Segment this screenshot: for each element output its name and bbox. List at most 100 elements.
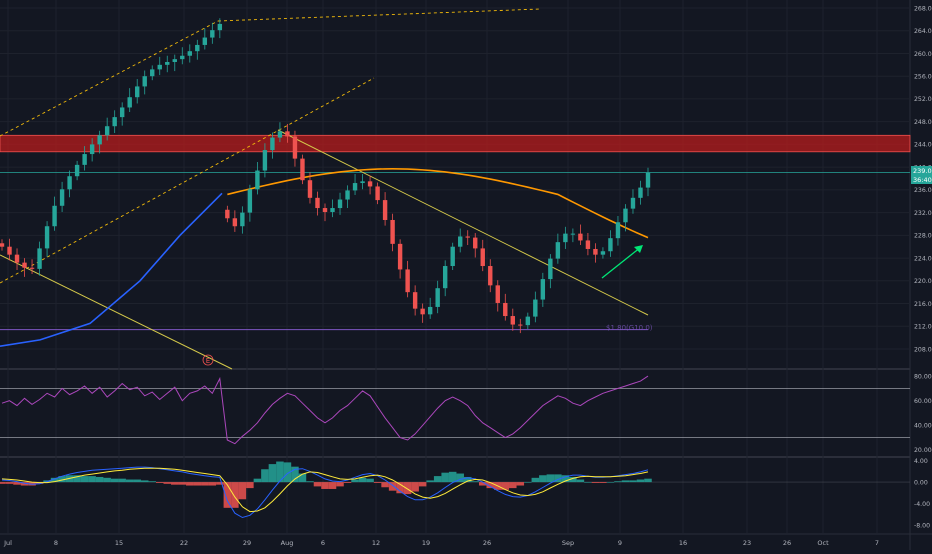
candle-body[interactable] (360, 181, 365, 184)
price-axis[interactable]: 268.00 264.00 260.00 256.00 252.00 248.00 244.… (914, 5, 932, 353)
macd-signal-line[interactable] (1, 467, 649, 513)
candle-body[interactable] (210, 30, 215, 38)
macd-pane[interactable] (0, 461, 910, 519)
candle-body[interactable] (427, 306, 433, 315)
macd-line[interactable] (1, 466, 649, 519)
channel-upper-line-1[interactable] (0, 20, 219, 137)
candle-body[interactable] (450, 246, 455, 267)
candle-body[interactable] (172, 59, 177, 62)
candle-body[interactable] (345, 190, 350, 200)
candle-body[interactable] (127, 97, 132, 108)
candle-body[interactable] (638, 187, 643, 198)
candle-body[interactable] (187, 51, 192, 56)
candle-body[interactable] (255, 170, 260, 190)
candle-body[interactable] (300, 158, 305, 181)
candle-body[interactable] (202, 37, 208, 45)
candle-body[interactable] (165, 61, 170, 65)
candle-body[interactable] (262, 150, 268, 171)
candle-body[interactable] (585, 240, 591, 249)
rsi-axis[interactable]: 80.00 60.00 40.00 20.00 (914, 373, 932, 454)
rsi-line[interactable] (1, 375, 649, 445)
candle-body[interactable] (82, 154, 87, 165)
candle-body[interactable] (435, 288, 440, 307)
candle-body[interactable] (420, 308, 425, 315)
candle-body[interactable] (142, 76, 147, 87)
candle-body[interactable] (563, 233, 568, 243)
candle-body[interactable] (217, 23, 223, 31)
candle-body[interactable] (135, 86, 140, 98)
candle-body[interactable] (623, 208, 628, 223)
candle-body[interactable] (112, 117, 117, 127)
candle-body[interactable] (630, 197, 636, 209)
candle-body[interactable] (52, 205, 57, 227)
candle-body[interactable] (465, 236, 470, 238)
candle-body[interactable] (7, 246, 12, 255)
candle-body[interactable] (232, 218, 238, 227)
candle-body[interactable] (22, 262, 27, 268)
candle-body[interactable] (533, 299, 538, 317)
candle-body[interactable] (277, 131, 283, 138)
event-marker[interactable]: E (202, 354, 214, 366)
candle-body[interactable] (525, 316, 531, 326)
candle-body[interactable] (195, 44, 200, 52)
descending-trendline[interactable] (277, 129, 649, 316)
candle-body[interactable] (578, 233, 583, 241)
candle-body[interactable] (503, 302, 508, 317)
candle-body[interactable] (593, 248, 598, 255)
candle-body[interactable] (247, 189, 253, 213)
candle-body[interactable] (97, 135, 102, 145)
candle-body[interactable] (74, 164, 80, 177)
candle-body[interactable] (157, 64, 162, 70)
candle-body[interactable] (412, 292, 418, 309)
candle-body[interactable] (548, 258, 553, 280)
candle-body[interactable] (292, 136, 298, 159)
candle-body[interactable] (645, 172, 651, 188)
candle-body[interactable] (540, 279, 546, 300)
candle-body[interactable] (29, 267, 35, 269)
candle-body[interactable] (600, 251, 606, 255)
candle-body[interactable] (397, 243, 403, 270)
candle-body[interactable] (352, 183, 358, 191)
lower-trendline[interactable] (0, 254, 233, 370)
candle-body[interactable] (59, 189, 65, 206)
candle-body[interactable] (473, 237, 478, 249)
candle-body[interactable] (270, 137, 275, 151)
candle-body[interactable] (225, 209, 230, 219)
candle-body[interactable] (150, 69, 155, 77)
candle-body[interactable] (367, 181, 373, 187)
candle-body[interactable] (495, 285, 500, 303)
candle-body[interactable] (382, 200, 388, 220)
candle-body[interactable] (37, 248, 42, 269)
candle-body[interactable] (240, 212, 245, 227)
candle-body[interactable] (89, 144, 95, 155)
candle-body[interactable] (518, 324, 523, 326)
candle-body[interactable] (442, 266, 448, 289)
candle-body[interactable] (390, 219, 395, 244)
candle-body[interactable] (104, 126, 110, 136)
candle-body[interactable] (307, 180, 313, 198)
candle-body[interactable] (458, 236, 463, 247)
candle-body[interactable] (337, 199, 343, 209)
resistance-zone[interactable] (0, 134, 911, 153)
channel-lower-line[interactable] (0, 77, 375, 284)
up-arrow-annotation[interactable] (601, 245, 643, 279)
drawing-objects[interactable]: $1.80(G10.0) (0, 8, 911, 370)
candle-body[interactable] (322, 208, 328, 213)
candle-body[interactable] (555, 242, 561, 259)
candle-body[interactable] (315, 197, 320, 209)
candle-body[interactable] (180, 55, 185, 60)
time-axis[interactable]: Jul 8 15 22 29 Aug 6 12 19 26 Sep 9 16 23 26 Oct 7 (3, 539, 879, 547)
candle-body[interactable] (285, 131, 290, 137)
candle-body[interactable] (0, 243, 5, 247)
candle-body[interactable] (14, 254, 20, 263)
candle-body[interactable] (570, 233, 576, 235)
candle-body[interactable] (67, 176, 72, 190)
candle-body[interactable] (375, 186, 380, 201)
candlestick-series[interactable] (0, 18, 651, 334)
candle-body[interactable] (488, 266, 493, 286)
candle-body[interactable] (510, 316, 515, 325)
slow-moving-average-line[interactable] (0, 192, 223, 347)
macd-axis[interactable]: 4.00 0.00 -4.00 -8.00 (914, 458, 930, 529)
